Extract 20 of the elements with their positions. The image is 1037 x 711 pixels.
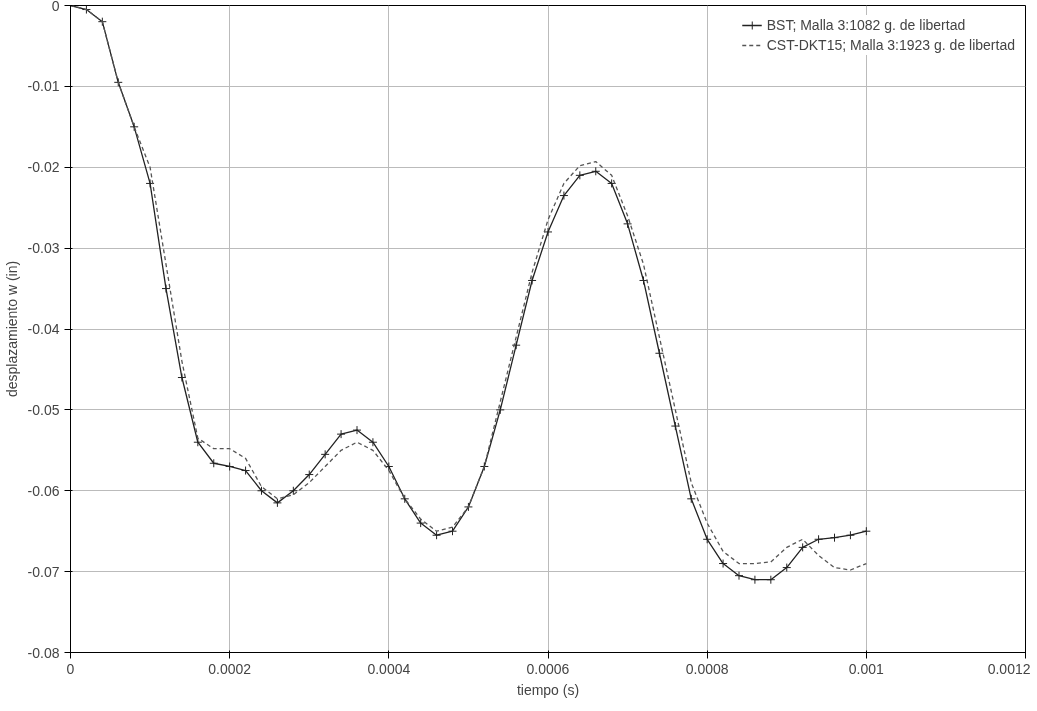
legend-label: CST-DKT15; Malla 3:1923 g. de libertad (766, 37, 1015, 53)
x-tick-label: 0.001 (848, 660, 885, 677)
y-tick-label: -0.04 (27, 321, 60, 337)
x-axis-title: tiempo (s) (516, 681, 580, 698)
y-axis-title: desplazamiento w (in) (3, 260, 20, 398)
y-tick-label: -0.03 (27, 240, 60, 257)
x-tick-label: 0 (66, 660, 75, 677)
y-tick-label: -0.02 (27, 159, 60, 176)
y-tick-label: -0.07 (27, 563, 60, 580)
y-tick-label: -0.06 (27, 482, 60, 499)
x-tick-label: 0.0002 (208, 660, 252, 677)
x-tick-label: 0.0008 (685, 660, 729, 677)
x-tick-label: 0.0004 (367, 660, 411, 677)
y-tick-label: -0.05 (27, 401, 60, 418)
y-tick-label: -0.08 (27, 644, 60, 661)
y-tick-label: -0.01 (27, 78, 60, 95)
legend-label: BST; Malla 3:1082 g. de libertad (766, 17, 966, 33)
x-tick-label: 0.0012 (987, 660, 1031, 677)
y-tick-label: 0 (51, 0, 60, 14)
x-tick-label: 0.0006 (526, 660, 570, 677)
